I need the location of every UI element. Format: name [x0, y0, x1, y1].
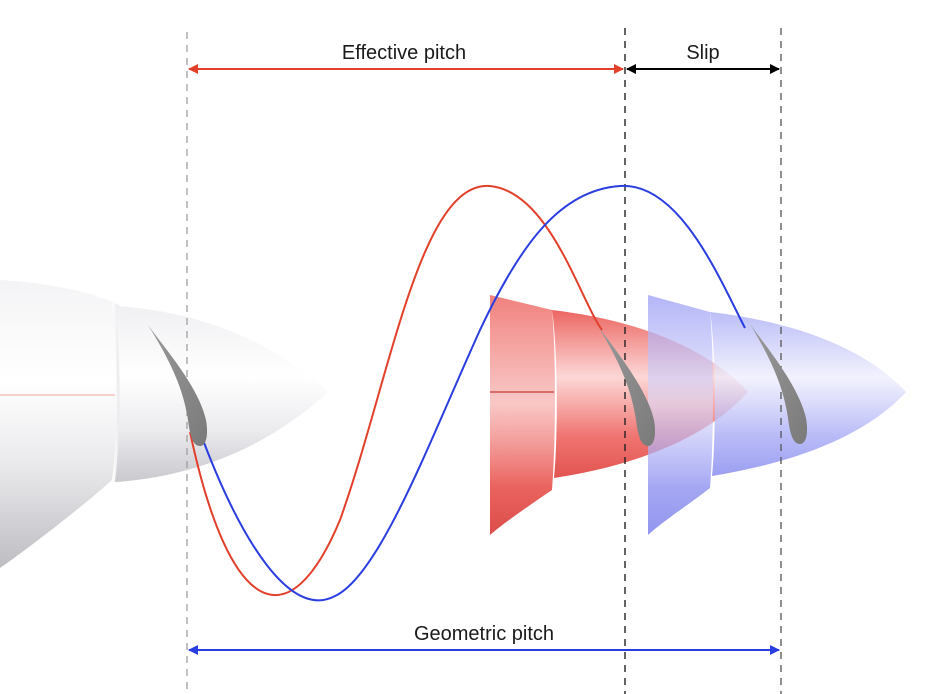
original-propeller-blade-icon	[148, 325, 208, 446]
geometric-hub-body	[648, 295, 713, 535]
geometric-pitch-dimension: Geometric pitch	[188, 623, 780, 655]
geometric-pitch-path-curve	[199, 184, 746, 602]
geometric-propeller-blade-icon	[750, 324, 808, 444]
original-hub-body	[0, 280, 117, 568]
slip-label: Slip	[686, 42, 719, 64]
slip-dimension: Slip	[626, 42, 780, 74]
guide-lines	[186, 28, 782, 694]
effective-hub-body	[490, 295, 555, 535]
effective-pitch-label: Effective pitch	[342, 42, 466, 64]
effective-pitch-dimension: Effective pitch	[188, 42, 624, 74]
effective-propeller-blade-icon	[598, 326, 656, 446]
geometric-spinner-hub	[648, 295, 906, 535]
geometric-hub-cone	[710, 312, 906, 476]
original-spinner-hub	[0, 280, 328, 568]
geometric-pitch-label: Geometric pitch	[414, 623, 554, 645]
original-hub-cone	[115, 306, 328, 482]
effective-pitch-path-curve	[189, 184, 603, 597]
